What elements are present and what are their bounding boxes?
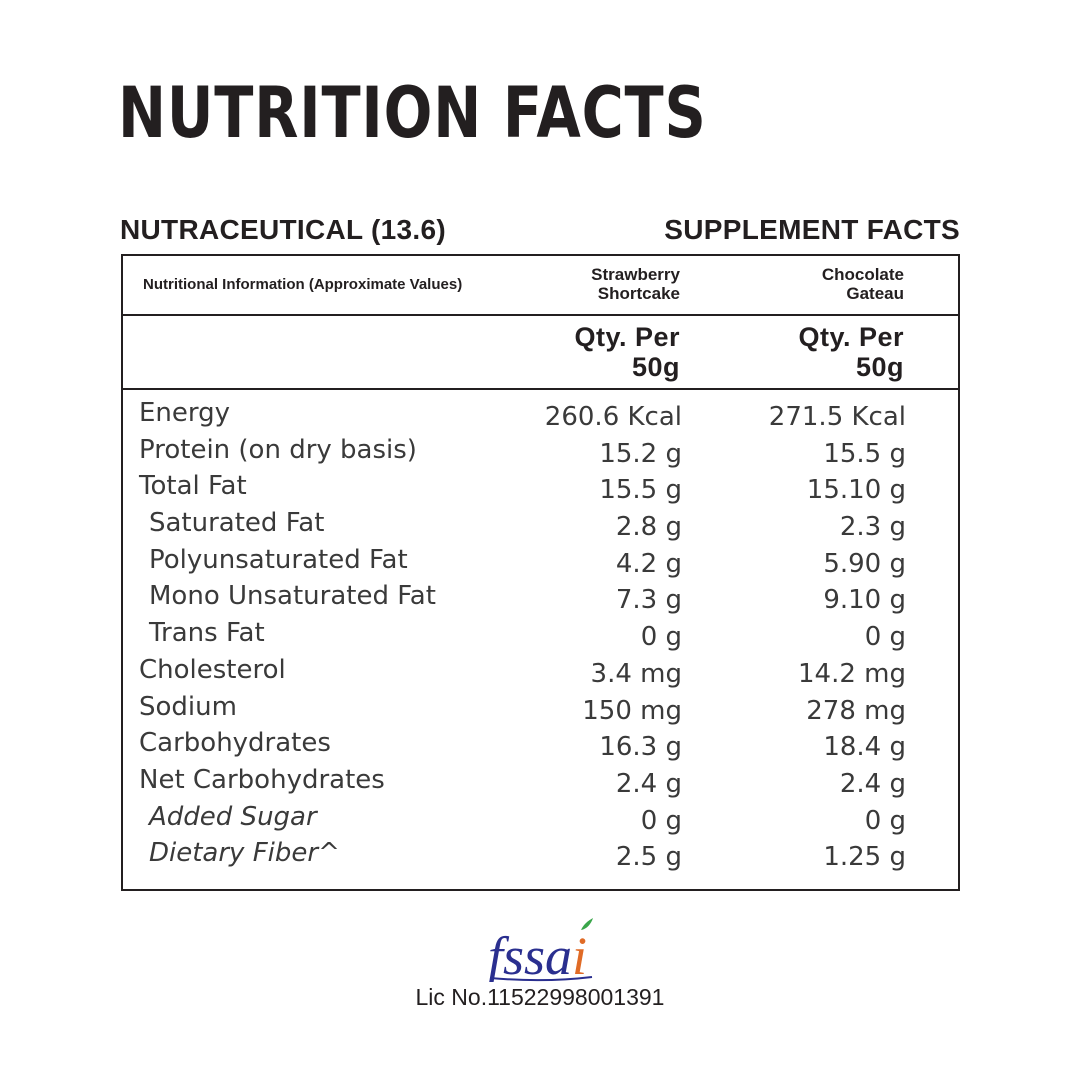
nutrient-value-strawberry: 150 mg xyxy=(582,695,682,726)
page-title: NUTRITION FACTS xyxy=(118,72,707,154)
nutrient-name: Protein (on dry basis) xyxy=(139,434,417,465)
nutrient-value-strawberry: 3.4 mg xyxy=(590,658,682,689)
table-row: Net Carbohydrates 2.4 g 2.4 g xyxy=(123,765,958,802)
nutrient-name: Dietary Fiber^ xyxy=(149,838,340,869)
nutrient-value-chocolate: 1.25 g xyxy=(823,842,906,873)
fssai-underline xyxy=(489,976,593,982)
nutraceutical-heading: NUTRACEUTICAL (13.6) xyxy=(120,214,446,245)
nutrient-value-strawberry: 0 g xyxy=(640,622,682,653)
nutrient-name: Trans Fat xyxy=(149,618,265,649)
qty-amount: 50g xyxy=(855,352,904,382)
nutrient-value-chocolate: 9.10 g xyxy=(823,585,906,616)
nutrient-value-strawberry: 2.8 g xyxy=(615,512,682,543)
nutrient-value-strawberry: 2.4 g xyxy=(615,768,682,799)
nutrient-value-strawberry: 16.3 g xyxy=(599,732,682,763)
column-header-strawberry-shortcake: Strawberry Shortcake xyxy=(591,265,680,303)
qty-per-strawberry: Qty. Per 50g xyxy=(574,322,680,382)
table-row: Mono Unsaturated Fat 7.3 g 9.10 g xyxy=(123,581,958,618)
nutrient-value-strawberry: 4.2 g xyxy=(615,548,682,579)
table-row: Added Sugar 0 g 0 g xyxy=(123,802,958,839)
nutrient-value-chocolate: 2.3 g xyxy=(839,512,906,543)
table-header-label: Nutritional Information (Approximate Val… xyxy=(143,276,463,293)
nutrient-value-chocolate: 278 mg xyxy=(806,695,906,726)
fssai-logo-icon: fssa i xyxy=(488,918,593,982)
nutrient-name: Polyunsaturated Fat xyxy=(149,544,408,575)
nutrient-value-strawberry: 0 g xyxy=(640,805,682,836)
table-row: Protein (on dry basis) 15.2 g 15.5 g xyxy=(123,435,958,472)
column-header-line: Shortcake xyxy=(597,284,680,303)
nutrient-value-chocolate: 271.5 Kcal xyxy=(768,402,906,432)
table-row: Total Fat 15.5 g 15.10 g xyxy=(123,471,958,508)
nutrient-name: Total Fat xyxy=(139,471,247,502)
nutrient-value-chocolate: 15.5 g xyxy=(823,438,906,469)
table-row: Dietary Fiber^ 2.5 g 1.25 g xyxy=(123,838,958,875)
nutrition-table: Nutritional Information (Approximate Val… xyxy=(121,254,960,891)
qty-label: Qty. Per xyxy=(574,322,680,352)
table-header-row: Nutritional Information (Approximate Val… xyxy=(123,256,958,316)
fssai-logo-text-orange: i xyxy=(572,926,587,982)
nutrient-name: Cholesterol xyxy=(139,654,286,685)
table-row: Cholesterol 3.4 mg 14.2 mg xyxy=(123,655,958,692)
nutrient-value-chocolate: 14.2 mg xyxy=(798,658,906,689)
nutrient-value-chocolate: 5.90 g xyxy=(823,548,906,579)
qty-per-chocolate: Qty. Per 50g xyxy=(798,322,904,382)
nutrient-rows: Energy 260.6 Kcal 271.5 Kcal Protein (on… xyxy=(123,398,958,875)
table-row: Carbohydrates 16.3 g 18.4 g xyxy=(123,728,958,765)
nutrient-name: Sodium xyxy=(139,691,237,722)
nutrient-name: Saturated Fat xyxy=(149,508,325,539)
nutrient-value-chocolate: 0 g xyxy=(864,622,906,653)
table-row: Trans Fat 0 g 0 g xyxy=(123,618,958,655)
nutrient-value-chocolate: 15.10 g xyxy=(806,475,906,506)
nutrient-name: Energy xyxy=(139,398,231,428)
qty-label: Qty. Per xyxy=(798,322,904,352)
nutrient-value-strawberry: 2.5 g xyxy=(615,842,682,873)
qty-amount: 50g xyxy=(631,352,680,382)
table-row: Polyunsaturated Fat 4.2 g 5.90 g xyxy=(123,545,958,582)
nutrient-value-strawberry: 15.5 g xyxy=(599,475,682,506)
nutrient-value-chocolate: 18.4 g xyxy=(823,732,906,763)
table-row: Energy 260.6 Kcal 271.5 Kcal xyxy=(123,398,958,435)
nutrient-value-strawberry: 7.3 g xyxy=(615,585,682,616)
nutrient-value-chocolate: 2.4 g xyxy=(839,768,906,799)
fssai-leaf-icon xyxy=(581,918,593,930)
nutrient-name: Carbohydrates xyxy=(139,728,331,759)
fssai-logo-text-blue: fssa xyxy=(488,926,572,982)
column-header-line: Gateau xyxy=(846,284,904,303)
table-row: Saturated Fat 2.8 g 2.3 g xyxy=(123,508,958,545)
table-row: Sodium 150 mg 278 mg xyxy=(123,692,958,729)
qty-per-row: Qty. Per 50g Qty. Per 50g xyxy=(123,316,958,390)
nutrient-name: Mono Unsaturated Fat xyxy=(149,581,436,612)
nutrient-value-chocolate: 0 g xyxy=(864,805,906,836)
column-header-chocolate-gateau: Chocolate Gateau xyxy=(822,265,904,303)
nutrient-value-strawberry: 15.2 g xyxy=(599,438,682,469)
nutrient-name: Added Sugar xyxy=(149,801,317,832)
column-header-line: Strawberry xyxy=(591,265,680,284)
nutrient-value-strawberry: 260.6 Kcal xyxy=(544,402,682,432)
nutrient-name: Net Carbohydrates xyxy=(139,764,385,795)
fssai-license-number: Lic No.11522998001391 xyxy=(415,984,665,1010)
supplement-facts-heading: SUPPLEMENT FACTS xyxy=(664,214,960,245)
column-header-line: Chocolate xyxy=(821,265,904,284)
